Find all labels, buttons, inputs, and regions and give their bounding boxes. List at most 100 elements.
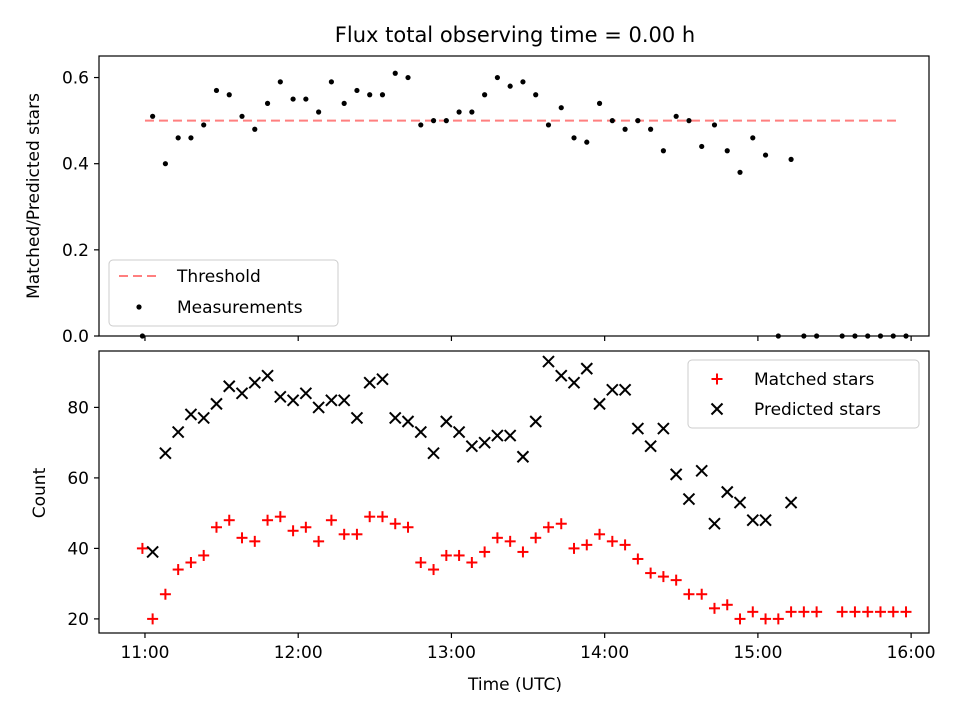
predicted-star-point <box>491 429 504 442</box>
measurement-point <box>482 92 488 98</box>
predicted-star-point <box>465 439 479 453</box>
matched-star-point <box>466 557 478 568</box>
matched-star-point <box>287 525 299 537</box>
cross-stroke <box>721 485 734 499</box>
measurement-point <box>648 126 654 132</box>
cross-stroke <box>452 425 466 439</box>
predicted-star-point <box>414 425 427 439</box>
matched-star-point <box>760 613 772 625</box>
cross-stroke <box>708 517 721 530</box>
cross-stroke <box>465 439 479 453</box>
matched-star-point <box>785 606 797 618</box>
predicted-star-point <box>223 380 236 393</box>
y-tick-label: 80 <box>67 398 89 418</box>
predicted-star-point <box>235 387 249 400</box>
cross-stroke <box>606 383 619 396</box>
cross-stroke <box>325 394 338 407</box>
legend-measurements-swatch <box>136 304 142 310</box>
cross-stroke <box>350 411 364 425</box>
predicted-star-point <box>478 436 491 449</box>
measurement-point <box>533 92 539 98</box>
measurement-point <box>188 135 194 141</box>
predicted-star-point <box>401 415 415 428</box>
cross-stroke <box>618 383 632 396</box>
measurement-point <box>226 92 232 98</box>
predicted-star-point <box>452 425 466 439</box>
measurement-point <box>507 83 513 89</box>
matched-star-point <box>696 588 708 600</box>
predicted-star-point <box>197 411 210 425</box>
count-legend: Matched stars Predicted stars <box>687 359 920 429</box>
matched-star-point <box>185 557 197 568</box>
predicted-star-point <box>503 429 517 442</box>
cross-stroke <box>784 496 798 509</box>
predicted-star-point <box>171 425 185 439</box>
matched-star-point <box>734 613 746 625</box>
measurement-point <box>622 126 628 132</box>
matched-star-point <box>147 613 159 625</box>
matched-star-point <box>376 511 388 523</box>
matched-star-point <box>772 613 784 625</box>
measurement-point <box>303 96 309 102</box>
matched-star-point <box>210 521 222 533</box>
predicted-star-point <box>580 362 593 375</box>
measurement-point <box>418 122 424 128</box>
predicted-star-point <box>427 447 440 460</box>
measurement-point <box>201 122 207 128</box>
matched-star-point <box>198 549 210 561</box>
predicted-star-point <box>746 513 759 527</box>
cross-stroke <box>427 447 440 460</box>
x-tick-label: 16:00 <box>887 643 936 663</box>
cross-stroke <box>286 394 300 407</box>
cross-stroke <box>401 415 415 428</box>
legend-matched-swatch <box>711 373 723 385</box>
cross-stroke <box>414 425 427 439</box>
cross-stroke <box>669 468 683 481</box>
cross-stroke <box>389 411 402 425</box>
cross-stroke <box>710 402 724 416</box>
matched-star-point <box>428 564 440 576</box>
ratio-axis-ticks: 0.0 0.2 0.4 0.6 <box>62 69 912 347</box>
matched-star-point <box>594 528 606 540</box>
matched-star-point <box>874 606 886 618</box>
predicted-stars-series <box>146 355 798 559</box>
matched-star-point <box>798 606 810 618</box>
predicted-star-point <box>542 355 555 368</box>
matched-star-point <box>670 574 682 586</box>
matched-star-point <box>338 528 350 540</box>
predicted-star-point <box>350 411 364 425</box>
x-tick-label: 14:00 <box>580 643 629 663</box>
measurement-point <box>430 118 437 124</box>
measurement-point <box>699 143 705 150</box>
ratio-legend: Threshold Measurements <box>108 259 339 327</box>
predicted-star-point <box>312 401 325 414</box>
predicted-star-point <box>274 390 287 404</box>
measurement-point <box>213 87 220 94</box>
cross-stroke <box>567 376 581 389</box>
matched-star-point <box>402 521 414 533</box>
x-tick-label: 13:00 <box>427 643 476 663</box>
ratio-legend-box <box>108 259 339 327</box>
ratio-y-axis-label: Matched/Predicted stars <box>24 93 44 299</box>
cross-stroke <box>440 415 453 428</box>
measurement-point <box>737 169 743 175</box>
x-tick-label: 11:00 <box>120 643 169 663</box>
predicted-star-point <box>682 492 696 506</box>
cross-stroke <box>491 429 504 442</box>
matched-star-point <box>236 532 248 544</box>
measurement-point <box>316 109 322 115</box>
measurement-point <box>367 92 373 98</box>
cross-stroke <box>299 387 313 400</box>
measurement-point <box>443 118 449 124</box>
matched-star-point <box>581 539 593 551</box>
matched-star-point <box>900 606 912 618</box>
predicted-star-point <box>669 468 683 481</box>
measurement-point <box>264 100 271 106</box>
predicted-star-point <box>529 415 542 428</box>
y-tick-label: 40 <box>67 539 89 559</box>
predicted-star-point <box>708 517 721 530</box>
predicted-star-point <box>606 383 619 396</box>
matched-star-point <box>223 514 235 526</box>
y-tick-label: 60 <box>67 469 89 489</box>
